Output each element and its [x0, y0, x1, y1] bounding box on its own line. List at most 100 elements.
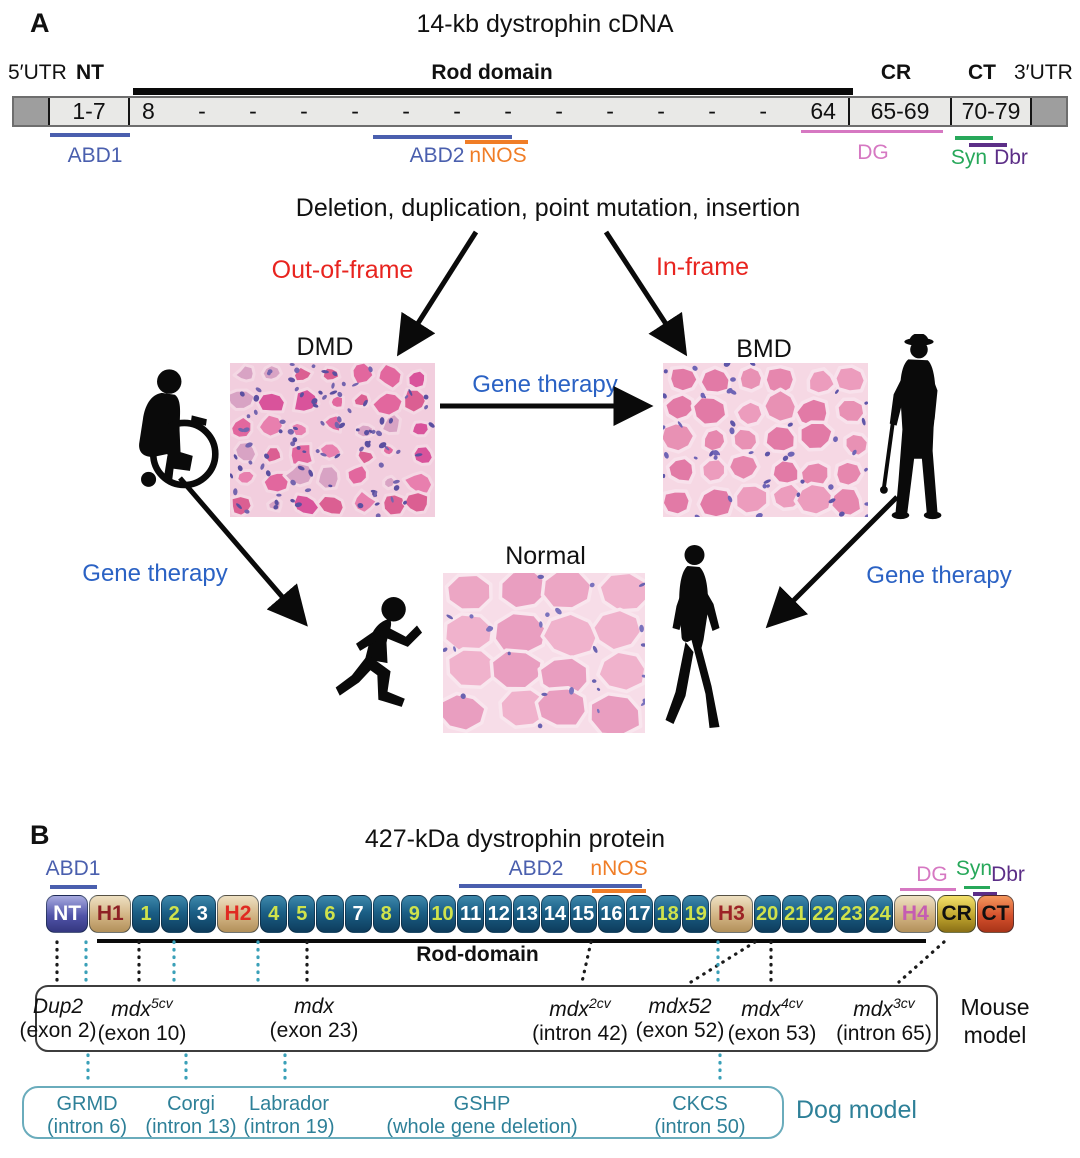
- domain-box-22: 22: [809, 895, 837, 933]
- dg-line-a: [801, 130, 943, 133]
- utr5-label: 5′UTR: [8, 61, 67, 84]
- dg-label-a: DG: [857, 141, 889, 164]
- domain-box-8: 8: [372, 895, 400, 933]
- mutation-types-text: Deletion, duplication, point mutation, i…: [295, 194, 801, 222]
- domain-box-24: 24: [866, 895, 894, 933]
- ct-label: CT: [968, 61, 996, 84]
- rod-exon-dash: -: [606, 98, 614, 124]
- abd2-line-b: [459, 884, 642, 888]
- mouse-entry-mdx4cv: mdx4cv (exon 53): [727, 995, 817, 1045]
- domain-box-14: 14: [541, 895, 569, 933]
- domain-box-2: 2: [160, 895, 188, 933]
- domain-box-1: 1: [132, 895, 160, 933]
- rod-first-exon: 8: [142, 98, 155, 124]
- dog-entry-GSHP: GSHP (whole gene deletion): [386, 1093, 578, 1138]
- rod-domain-label-a: Rod domain: [431, 61, 553, 84]
- domain-box-NT: NT: [46, 895, 89, 933]
- abd1-label-a: ABD1: [67, 144, 123, 167]
- syn-label-b: Syn: [955, 857, 993, 880]
- dog-entry-CKCS: CKCS (intron 50): [654, 1093, 746, 1138]
- dg-line-b: [900, 888, 956, 891]
- out-of-frame-label: Out-of-frame: [271, 256, 414, 284]
- nnos-label-a: nNOS: [469, 144, 527, 167]
- nt-exons-cell: 1-7: [48, 98, 128, 125]
- domain-box-21: 21: [781, 895, 809, 933]
- ct-exons-cell: 70-79: [950, 98, 1030, 125]
- rod-exon-dash: -: [351, 98, 359, 124]
- domain-box-12: 12: [485, 895, 513, 933]
- dog-model-caption: Dog model: [796, 1096, 917, 1124]
- mouse-model-caption: Mouse model: [960, 994, 1030, 1048]
- domain-box-3: 3: [188, 895, 216, 933]
- dbr-line-a: [969, 143, 1007, 147]
- rod-exon-dash: -: [198, 98, 206, 124]
- domain-box-23: 23: [837, 895, 866, 933]
- abd1-label-b: ABD1: [45, 857, 101, 880]
- cr-label: CR: [880, 61, 912, 84]
- dog-entry-GRMD: GRMD (intron 6): [46, 1093, 128, 1138]
- protein-domain-bar: NT H1 1 2 3 H2 4 5 6 7 8 9 10 11 12 13 14 15 16 17 18 19 H3 20 2…: [46, 895, 1015, 933]
- gene-therapy-left-label: Gene therapy: [82, 560, 228, 587]
- rod-domain-label-b: Rod-domain: [416, 943, 539, 966]
- utr5-box: [14, 98, 48, 125]
- domain-box-9: 9: [400, 895, 428, 933]
- syn-label-a: Syn: [950, 146, 988, 169]
- dbr-label-b: Dbr: [991, 863, 1025, 886]
- panel-b-label: B: [30, 820, 50, 850]
- abd2-line-a: [373, 135, 512, 139]
- dbr-line-b: [973, 892, 997, 896]
- domain-box-CR: CR: [937, 895, 976, 933]
- domain-box-6: 6: [316, 895, 344, 933]
- nt-label: NT: [76, 61, 104, 84]
- domain-box-10: 10: [428, 895, 457, 933]
- running-child-silhouette: [335, 597, 423, 707]
- domain-box-H1: H1: [89, 895, 132, 933]
- dotted-connector: [689, 940, 757, 984]
- rod-exon-dash: -: [453, 98, 461, 124]
- rod-exon-dash: -: [249, 98, 257, 124]
- gene-therapy-right-label: Gene therapy: [866, 562, 1012, 589]
- cr-exons-cell: 65-69: [848, 98, 950, 125]
- mouse-entry-mdx5cv: mdx5cv (exon 10): [97, 995, 187, 1045]
- arrow-out-of-frame: [396, 230, 479, 357]
- walking-person-silhouette: [665, 545, 720, 728]
- dmd-histology-image: [230, 363, 435, 517]
- syn-line-a: [955, 136, 993, 140]
- dotted-connector: [580, 940, 593, 984]
- mouse-entry-mdx3cv: mdx3cv (intron 65): [836, 995, 932, 1045]
- mouse-entry-Dup2: Dup2 (exon 2): [19, 995, 97, 1042]
- dg-label-b: DG: [916, 863, 948, 886]
- domain-box-11: 11: [457, 895, 485, 933]
- dog-model-box: GRMD (intron 6) Corgi (intron 13) Labrador (i…: [22, 1086, 784, 1139]
- panel-a-label: A: [30, 8, 50, 38]
- bmd-histology-image: [663, 363, 868, 517]
- syn-line-b: [964, 886, 990, 889]
- domain-box-20: 20: [753, 895, 781, 933]
- rod-domain-line-a: [133, 88, 853, 95]
- domain-box-13: 13: [513, 895, 541, 933]
- utr3-label: 3′UTR: [1014, 61, 1073, 84]
- rod-exons-cell: 8 - - - - - - - - - - - - 64: [128, 98, 848, 125]
- rod-exon-dash: -: [402, 98, 410, 124]
- abd1-line-b: [50, 885, 97, 889]
- mouse-model-box: Dup2 (exon 2) mdx5cv (exon 10) mdx (exon 23) m…: [19, 985, 938, 1052]
- nnos-label-b: nNOS: [590, 857, 648, 880]
- domain-box-H4: H4: [894, 895, 937, 933]
- domain-box-H2: H2: [216, 895, 260, 933]
- dbr-label-a: Dbr: [994, 146, 1028, 169]
- abd2-label-b: ABD2: [508, 857, 564, 880]
- bmd-label: BMD: [736, 335, 792, 363]
- domain-box-18: 18: [654, 895, 682, 933]
- rod-exon-dash: -: [759, 98, 767, 124]
- gene-therapy-center-label: Gene therapy: [472, 371, 618, 398]
- abd2-label-a: ABD2: [409, 144, 465, 167]
- domain-box-4: 4: [260, 895, 288, 933]
- mouse-entry-mdx52: mdx52 (exon 52): [635, 995, 725, 1042]
- domain-box-15: 15: [569, 895, 597, 933]
- nnos-line-b: [592, 889, 646, 893]
- wheelchair-user-silhouette: [139, 369, 219, 489]
- man-with-cane-silhouette: [880, 334, 942, 520]
- domain-box-5: 5: [288, 895, 316, 933]
- dog-entry-Corgi: Corgi (intron 13): [145, 1093, 237, 1138]
- rod-last-exon: 64: [810, 98, 836, 124]
